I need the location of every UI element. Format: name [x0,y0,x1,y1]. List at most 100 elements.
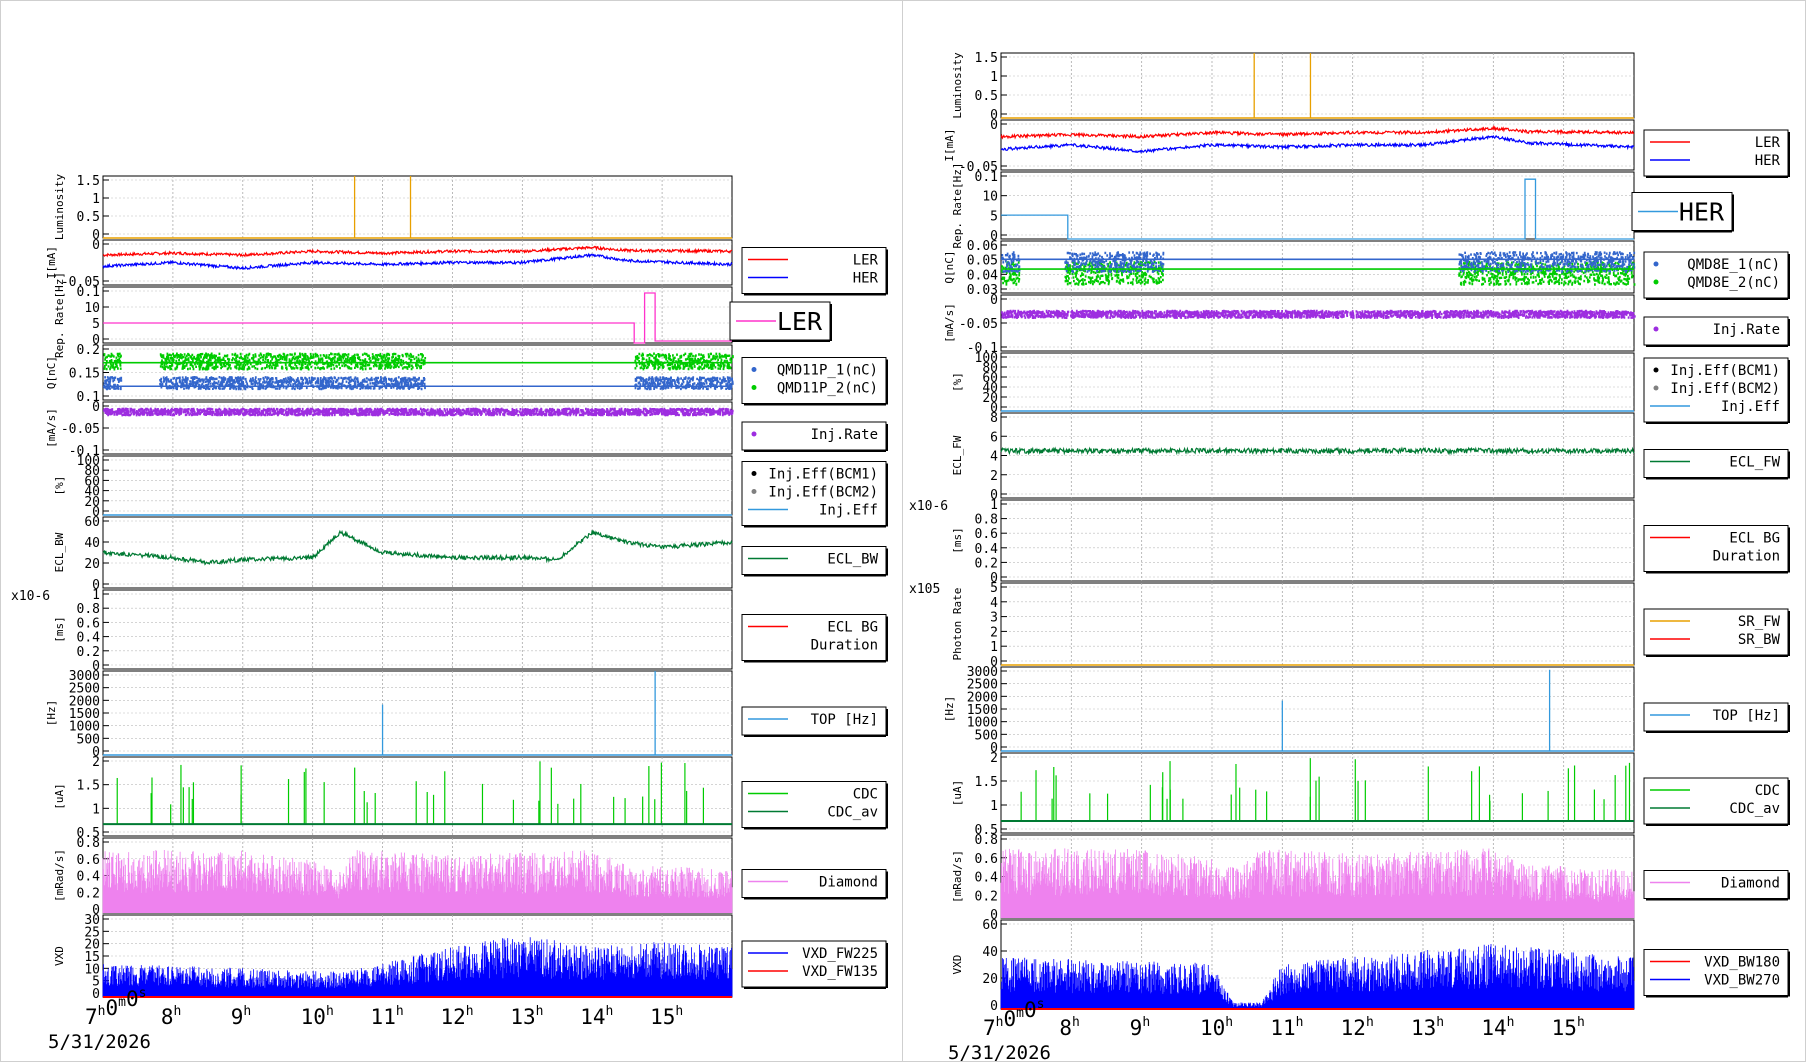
y-tick-label: -0.1 [967,341,998,356]
y-tick-label: -0.05 [959,160,998,175]
legend-label: VXD_BW270 [1704,973,1780,989]
y-tick-label: 0.5 [77,210,100,225]
legend-label: VXD_BW180 [1704,955,1780,971]
x-first-label: 7h0m0s [983,997,1044,1040]
y-tick-label: 60 [84,474,100,489]
legend-label: QMD11P_2(nC) [777,381,878,397]
y-tick-label: 1.5 [77,779,100,794]
legend-label: ECL_FW [1729,455,1780,471]
y-tick-label: 1.5 [975,51,998,66]
legend-box [741,247,887,294]
legend-swatch [1653,385,1659,391]
y-tick-label: 0 [92,903,100,918]
y-axis-label: [%] [951,372,964,392]
legend-label: LER [853,253,879,269]
panel-frame [102,286,733,344]
y-tick-label: 0 [990,741,998,756]
series-fill [102,850,733,913]
right-panel-12: 60 40 20 0 VXD VXD_BW180 VXD_BW270 [951,918,1790,1014]
panel-frame [1000,499,1635,582]
y-tick-label: 0.4 [975,871,999,886]
y-tick-label: 0 [990,118,998,133]
legend-box [1643,449,1789,478]
y-tick-label: 0 [92,333,100,348]
legend-swatch [751,471,757,476]
y-tick-label: -0.05 [959,317,998,332]
x-hour-unit: h [1577,1015,1585,1030]
y-axis-label: [ms] [53,616,66,643]
y-tick-label: 60 [84,515,100,530]
y-tick-label: 0.6 [77,853,100,868]
y-tick-label: 4 [990,450,998,465]
axis-exponent: x10-6 [11,589,50,604]
y-axis-label: [Hz] [943,696,956,723]
panel-frame [1000,352,1635,412]
y-axis-label: Photon Rate [951,588,964,661]
y-tick-label: 0 [990,571,998,586]
x-label-value: 7 [983,1016,996,1040]
panel-frame [102,175,733,239]
y-tick-label: 0 [92,659,100,674]
y-tick-label: 2000 [967,690,998,705]
y-tick-label: 40 [84,536,100,551]
y-tick-label: 0.5 [77,826,100,841]
big-legend: LER [729,301,832,342]
legend-box [741,461,887,526]
date-label: 5/31/2026 [48,1031,151,1053]
y-tick-label: 0 [92,400,100,415]
legend-label: CDC_av [1729,801,1780,817]
y-tick-label: 1.5 [975,775,998,790]
legend: TOP [Hz] [1643,702,1790,733]
y-tick-label: 0.06 [967,239,998,254]
series-line [102,529,733,566]
x-hour-value: 8 [1059,1016,1072,1040]
x-hour-label: 14h [1481,1015,1514,1040]
y-tick-label: 1500 [69,707,100,722]
y-axis-label: ECL_FW [951,435,964,475]
y-tick-label: -0.05 [61,275,100,290]
legend-box [1643,525,1789,572]
left-panel-6: 60 40 20 0 ECL_BW ECL_BW [53,515,888,593]
legend-label: TOP [Hz] [1713,708,1780,724]
y-tick-label: 0 [92,745,100,760]
y-tick-label: 40 [982,381,998,396]
panel-frame [1000,171,1635,240]
y-tick-label: 0 [990,293,998,308]
y-tick-label: 80 [982,361,998,376]
series-line [1000,125,1635,140]
x-hour-label: 15h [650,1004,683,1029]
panel-frame [1000,119,1635,171]
legend: ECL_FW [1643,449,1790,480]
legend-label: HER [853,271,879,287]
x-first-label: 7h0m0s [85,986,146,1029]
y-axis-label: I[mA] [45,246,58,279]
y-tick-label: 1.5 [77,174,100,189]
y-tick-label: 100 [77,454,100,469]
y-axis-label: Rep. Rate[Hz] [951,162,964,248]
date-label: 5/31/2026 [948,1042,1051,1062]
x-hour-value: 14 [1481,1016,1506,1040]
y-tick-label: 0.2 [975,889,998,904]
legend: QMD8E_1(nC) QMD8E_2(nC) [1643,251,1790,300]
left-panel-0: 1.5 1 0.5 0 Luminosity [53,174,733,243]
x-hour-unit: h [396,1004,404,1019]
x-label-unit: h [98,1004,106,1019]
y-axis-label: [mRad/s] [53,849,66,902]
y-tick-label: 8 [990,411,998,426]
left-panel-4: 0 -0.05 -0.1 [mA/s] Inj.Rate [45,400,888,459]
left-panel-10: 0.8 0.6 0.40.2 0 [mRad/s] Diamond [53,836,888,918]
legend-box [741,940,887,988]
y-axis-label: VXD [951,955,964,975]
y-tick-label: 0 [990,401,998,416]
y-tick-label: 0.6 [975,527,998,542]
x-label-unit: s [1037,997,1045,1012]
legend: Inj.Eff(BCM1) Inj.Eff(BCM2) Inj.Eff [1643,357,1790,424]
y-tick-label: 0 [92,987,100,1002]
y-tick-label: 500 [975,728,998,743]
y-tick-label: 100 [975,351,998,366]
y-tick-label: 20 [84,938,100,953]
legend: Inj.Rate [741,421,888,452]
